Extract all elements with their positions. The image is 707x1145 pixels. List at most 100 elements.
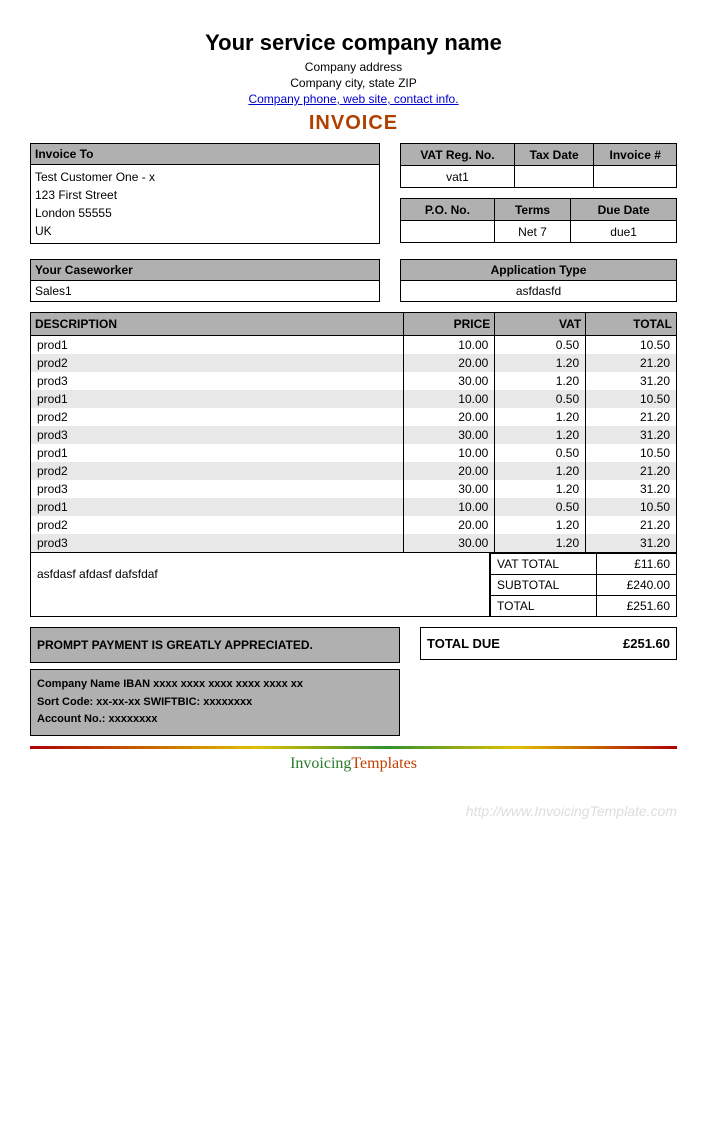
caseworker-value: Sales1	[31, 281, 379, 301]
table-cell: 1.20	[495, 480, 586, 498]
bank-line2: Sort Code: xx-xx-xx SWIFTBIC: xxxxxxxx	[37, 694, 393, 712]
app-type-value: asfdasfd	[401, 281, 677, 302]
table-cell: 10.00	[404, 390, 495, 408]
table-cell: prod2	[31, 516, 404, 534]
footer-logo: InvoicingTemplates	[30, 755, 677, 773]
table-cell: 0.50	[495, 390, 586, 408]
meta1-v1	[514, 166, 594, 188]
table-cell: 10.00	[404, 336, 495, 355]
meta1-h0: VAT Reg. No.	[401, 144, 515, 166]
table-cell: 20.00	[404, 516, 495, 534]
meta1-h2: Invoice #	[594, 144, 677, 166]
table-cell: 20.00	[404, 354, 495, 372]
table-cell: 30.00	[404, 426, 495, 444]
table-cell: 30.00	[404, 534, 495, 553]
table-row: prod330.001.2031.20	[31, 534, 677, 553]
meta2-v2: due1	[571, 221, 677, 243]
items-col-total: TOTAL	[586, 313, 677, 336]
table-cell: 31.20	[586, 534, 677, 553]
table-row: prod220.001.2021.20	[31, 516, 677, 534]
meta-table-1: VAT Reg. No. Tax Date Invoice # vat1	[400, 143, 677, 188]
table-cell: 1.20	[495, 408, 586, 426]
totals-box: VAT TOTAL £11.60 SUBTOTAL £240.00 TOTAL …	[490, 553, 677, 617]
items-col-vat: VAT	[495, 313, 586, 336]
table-cell: 31.20	[586, 426, 677, 444]
app-type-box: Application Type asfdasfd	[400, 259, 677, 302]
subtotal-value: £240.00	[597, 575, 677, 596]
table-cell: prod3	[31, 480, 404, 498]
items-col-desc: DESCRIPTION	[31, 313, 404, 336]
table-cell: prod1	[31, 444, 404, 462]
total-label: TOTAL	[491, 596, 597, 617]
meta2-v1: Net 7	[494, 221, 570, 243]
table-cell: prod2	[31, 354, 404, 372]
table-cell: 0.50	[495, 444, 586, 462]
meta2-h2: Due Date	[571, 199, 677, 221]
table-cell: prod3	[31, 372, 404, 390]
invoice-to-line: London 55555	[35, 204, 375, 222]
table-cell: 1.20	[495, 462, 586, 480]
table-cell: 20.00	[404, 408, 495, 426]
invoice-to-line: UK	[35, 222, 375, 240]
invoice-title: INVOICE	[30, 112, 677, 135]
table-cell: 21.20	[586, 516, 677, 534]
notes-cell: asfdasf afdasf dafsfdaf	[30, 553, 490, 617]
invoice-to-line: 123 First Street	[35, 186, 375, 204]
invoice-to-box: Invoice To Test Customer One - x 123 Fir…	[30, 143, 380, 244]
invoice-header: Your service company name Company addres…	[30, 30, 677, 135]
subtotal-label: SUBTOTAL	[491, 575, 597, 596]
total-value: £251.60	[597, 596, 677, 617]
table-cell: 10.50	[586, 390, 677, 408]
table-cell: 0.50	[495, 498, 586, 516]
vat-total-value: £11.60	[597, 554, 677, 575]
table-row: prod220.001.2021.20	[31, 462, 677, 480]
bank-line1: Company Name IBAN xxxx xxxx xxxx xxxx xx…	[37, 676, 393, 694]
table-cell: prod3	[31, 426, 404, 444]
table-cell: 30.00	[404, 480, 495, 498]
items-col-price: PRICE	[404, 313, 495, 336]
table-cell: 10.50	[586, 498, 677, 516]
table-cell: 1.20	[495, 372, 586, 390]
table-cell: 21.20	[586, 462, 677, 480]
table-row: prod110.000.5010.50	[31, 390, 677, 408]
gradient-divider	[30, 746, 677, 749]
app-type-label: Application Type	[401, 260, 677, 281]
meta1-v2	[594, 166, 677, 188]
table-cell: prod1	[31, 498, 404, 516]
company-city: Company city, state ZIP	[30, 76, 677, 90]
total-due-box: TOTAL DUE £251.60	[420, 627, 677, 660]
table-cell: 21.20	[586, 408, 677, 426]
items-table: DESCRIPTION PRICE VAT TOTAL prod110.000.…	[30, 312, 677, 553]
table-cell: 31.20	[586, 372, 677, 390]
company-name: Your service company name	[30, 30, 677, 56]
meta1-h1: Tax Date	[514, 144, 594, 166]
table-cell: 10.50	[586, 444, 677, 462]
table-cell: prod2	[31, 408, 404, 426]
watermark: http://www.InvoicingTemplate.com	[30, 803, 677, 819]
table-cell: 10.50	[586, 336, 677, 355]
table-row: prod330.001.2031.20	[31, 480, 677, 498]
table-cell: 31.20	[586, 480, 677, 498]
company-contact-link[interactable]: Company phone, web site, contact info.	[248, 92, 458, 106]
table-cell: 1.20	[495, 516, 586, 534]
bank-details-box: Company Name IBAN xxxx xxxx xxxx xxxx xx…	[30, 669, 400, 736]
table-cell: 1.20	[495, 426, 586, 444]
table-cell: 0.50	[495, 336, 586, 355]
table-cell: 10.00	[404, 498, 495, 516]
table-cell: 10.00	[404, 444, 495, 462]
caseworker-label: Your Caseworker	[31, 260, 379, 281]
meta1-v0: vat1	[401, 166, 515, 188]
table-cell: prod3	[31, 534, 404, 553]
table-cell: prod1	[31, 390, 404, 408]
table-cell: prod2	[31, 462, 404, 480]
total-due-label: TOTAL DUE	[427, 636, 500, 651]
caseworker-box: Your Caseworker Sales1	[30, 259, 380, 302]
table-cell: 20.00	[404, 462, 495, 480]
meta2-h1: Terms	[494, 199, 570, 221]
table-row: prod110.000.5010.50	[31, 444, 677, 462]
table-cell: 1.20	[495, 534, 586, 553]
table-cell: 1.20	[495, 354, 586, 372]
bank-line3: Account No.: xxxxxxxx	[37, 711, 393, 729]
table-row: prod220.001.2021.20	[31, 408, 677, 426]
table-row: prod110.000.5010.50	[31, 336, 677, 355]
